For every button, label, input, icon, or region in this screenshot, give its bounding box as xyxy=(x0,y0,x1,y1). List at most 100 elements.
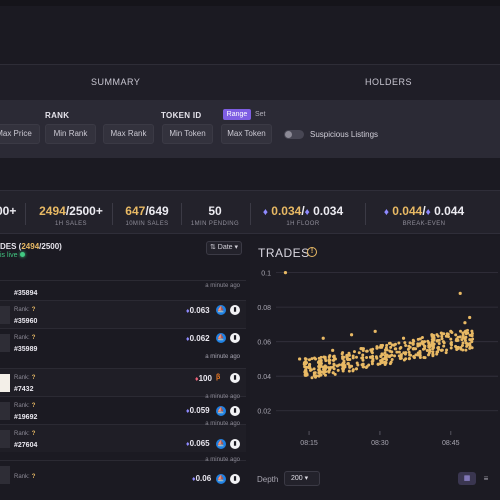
trade-point[interactable] xyxy=(411,338,415,342)
trade-point[interactable] xyxy=(454,333,458,337)
trade-point[interactable] xyxy=(348,364,352,368)
trade-point[interactable] xyxy=(393,342,397,346)
trade-point[interactable] xyxy=(354,355,358,359)
trade-point[interactable] xyxy=(380,352,384,356)
trade-point[interactable] xyxy=(331,365,335,369)
trade-point[interactable] xyxy=(468,315,472,320)
sort-dropdown[interactable]: ⇅ Date ▾ xyxy=(206,241,242,255)
trade-point[interactable] xyxy=(303,357,307,361)
trade-point[interactable] xyxy=(310,357,314,361)
chart-view-icon[interactable]: ▦ xyxy=(458,472,476,485)
trade-point[interactable] xyxy=(383,351,387,355)
trade-point[interactable] xyxy=(470,332,474,336)
trade-point[interactable] xyxy=(416,337,420,341)
trade-point[interactable] xyxy=(347,369,351,373)
trade-point[interactable] xyxy=(428,348,432,352)
trade-point[interactable] xyxy=(346,362,350,366)
trade-point[interactable] xyxy=(468,338,472,342)
trade-point[interactable] xyxy=(403,352,407,356)
trade-point[interactable] xyxy=(331,358,335,362)
trade-point[interactable] xyxy=(342,367,346,371)
token-id[interactable]: #19692 xyxy=(14,414,38,421)
trade-point[interactable] xyxy=(313,356,317,360)
trade-point[interactable] xyxy=(360,347,364,351)
trade-point[interactable] xyxy=(379,343,383,347)
trade-point[interactable] xyxy=(403,341,407,345)
trade-point[interactable] xyxy=(310,376,314,380)
list-item[interactable]: Rank:? #35960 ♦0.063 ⛵ ▮ xyxy=(0,300,246,328)
trade-point[interactable] xyxy=(321,336,325,340)
trade-point[interactable] xyxy=(461,333,465,337)
trade-point[interactable] xyxy=(364,365,368,369)
trade-point[interactable] xyxy=(458,291,462,295)
trade-point[interactable] xyxy=(440,348,444,352)
trade-point[interactable] xyxy=(371,357,375,361)
trade-point[interactable] xyxy=(367,363,371,367)
trade-point[interactable] xyxy=(365,349,369,353)
trade-point[interactable] xyxy=(468,344,472,348)
trade-point[interactable] xyxy=(388,354,392,358)
trade-point[interactable] xyxy=(398,346,402,350)
trade-point[interactable] xyxy=(418,343,422,347)
suspicious-listings-toggle[interactable] xyxy=(284,130,304,139)
trade-point[interactable] xyxy=(332,362,336,366)
max-price-input[interactable]: Max Price xyxy=(0,124,40,144)
trade-point[interactable] xyxy=(437,338,441,342)
trade-point[interactable] xyxy=(407,350,411,354)
trade-point[interactable] xyxy=(456,338,460,342)
trade-point[interactable] xyxy=(374,355,378,359)
trade-point[interactable] xyxy=(397,350,401,354)
trade-point[interactable] xyxy=(357,351,361,355)
trade-point[interactable] xyxy=(435,333,439,337)
trade-point[interactable] xyxy=(442,344,446,348)
trade-point[interactable] xyxy=(390,350,394,354)
trade-point[interactable] xyxy=(441,340,445,344)
trade-point[interactable] xyxy=(460,343,464,347)
trade-point[interactable] xyxy=(370,360,374,364)
token-id[interactable]: #27604 xyxy=(14,442,38,449)
trade-point[interactable] xyxy=(422,356,426,360)
trade-point[interactable] xyxy=(411,342,415,346)
trade-point[interactable] xyxy=(465,344,469,348)
trade-point[interactable] xyxy=(388,341,392,345)
range-mode-button[interactable]: Range xyxy=(223,109,251,120)
trade-point[interactable] xyxy=(305,372,309,376)
trade-point[interactable] xyxy=(466,331,470,335)
trade-point[interactable] xyxy=(427,351,431,355)
trade-point[interactable] xyxy=(312,367,316,371)
opensea-icon[interactable]: ⛵ xyxy=(216,474,226,484)
trade-point[interactable] xyxy=(319,373,323,377)
trade-point[interactable] xyxy=(390,343,394,347)
token-id[interactable]: #35960 xyxy=(14,318,38,325)
trade-point[interactable] xyxy=(421,347,425,351)
trade-point[interactable] xyxy=(323,364,327,368)
chart-icon[interactable]: ▮ xyxy=(230,406,240,416)
opensea-icon[interactable]: ⛵ xyxy=(216,439,226,449)
token-id[interactable]: #7432 xyxy=(14,386,34,393)
trade-point[interactable] xyxy=(312,371,316,375)
trade-point[interactable] xyxy=(354,367,358,371)
trade-point[interactable] xyxy=(449,337,453,341)
trade-point[interactable] xyxy=(449,346,453,350)
trade-point[interactable] xyxy=(458,329,462,333)
trade-point[interactable] xyxy=(407,357,411,361)
chart-icon[interactable]: ▮ xyxy=(230,373,240,383)
trade-point[interactable] xyxy=(418,355,422,359)
trade-point[interactable] xyxy=(352,350,356,354)
list-view-icon[interactable]: ≡ xyxy=(483,474,489,483)
trade-point[interactable] xyxy=(404,343,408,347)
list-item[interactable]: a minute ago Rank:? #7432 ♦100 β ▮ xyxy=(0,354,246,396)
trade-point[interactable] xyxy=(384,360,388,364)
trade-point[interactable] xyxy=(331,348,335,352)
trade-point[interactable] xyxy=(444,334,448,338)
token-id[interactable]: #35894 xyxy=(14,290,38,297)
trade-point[interactable] xyxy=(463,339,467,343)
min-rank-input[interactable]: Min Rank xyxy=(45,124,96,144)
trade-point[interactable] xyxy=(361,358,365,362)
depth-select[interactable]: 200 ▾ xyxy=(284,471,320,486)
trade-point[interactable] xyxy=(463,321,467,325)
trade-point[interactable] xyxy=(444,351,448,355)
trade-point[interactable] xyxy=(412,355,416,359)
trade-point[interactable] xyxy=(341,364,345,368)
trade-point[interactable] xyxy=(346,358,350,362)
